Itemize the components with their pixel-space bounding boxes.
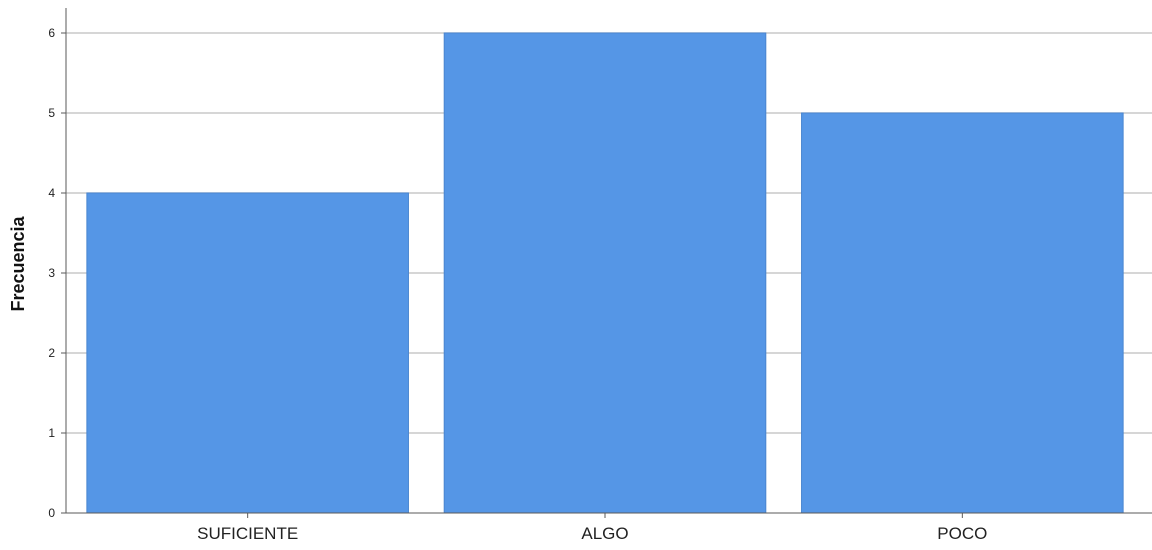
y-tick-label: 2 [48, 346, 55, 360]
bar-poco [801, 112, 1124, 514]
bars [86, 32, 1124, 514]
x-tick-label: ALGO [581, 524, 628, 543]
y-tick-label: 6 [48, 26, 55, 40]
y-tick-label: 1 [48, 426, 55, 440]
y-axis-label: Frecuencia [8, 215, 28, 311]
y-tick-label: 3 [48, 266, 55, 280]
tick-labels: 0 1 2 3 4 5 6 SUFICIENTE ALGO POCO [48, 26, 987, 543]
x-tick-label: SUFICIENTE [197, 524, 298, 543]
bar-suficiente [86, 192, 409, 514]
y-tick-label: 5 [48, 106, 55, 120]
bar-algo [443, 32, 767, 514]
y-tick-label: 0 [48, 506, 55, 520]
axes [61, 8, 1152, 518]
x-tick-label: POCO [937, 524, 987, 543]
y-tick-label: 4 [48, 186, 55, 200]
